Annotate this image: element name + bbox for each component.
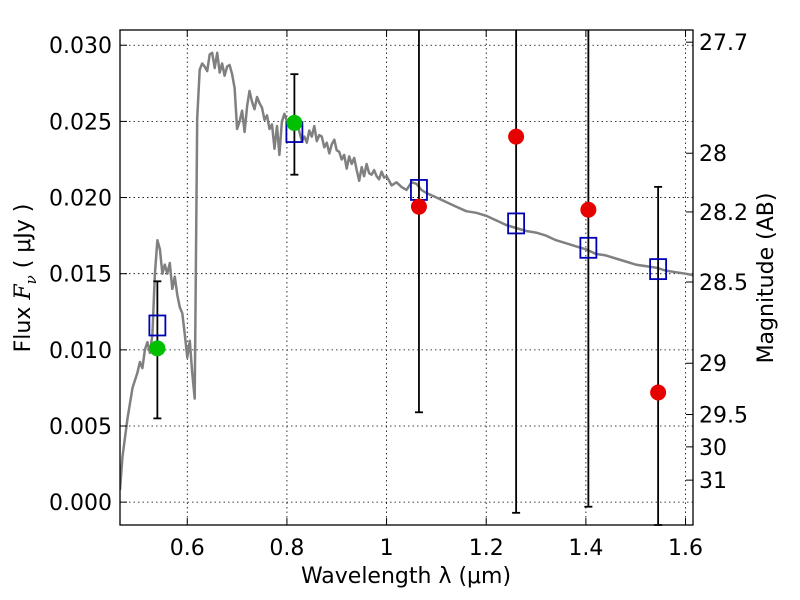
observed-marker [286,114,303,131]
y-tick-label: 0.025 [49,110,112,135]
x-tick-label: 1.2 [469,536,504,561]
y2-tick-label: 29.5 [699,404,748,429]
model-sed-line [120,51,693,491]
observed-marker [149,340,166,357]
x-axis-label: Wavelength λ (μm) [301,564,511,589]
non-detection-marker [508,128,525,145]
y-tick-label: 0.010 [49,339,112,364]
y2-tick-label: 27.7 [699,31,748,56]
y-axis-label-prefix: Flux [11,300,36,353]
y-tick-label: 0.020 [49,187,112,212]
y-tick-label: 0.030 [49,34,112,59]
y-tick-label: 0.000 [49,491,112,516]
synthetic-marker [507,212,526,235]
y-tick-label: 0.015 [49,263,112,288]
non-detection-marker [650,384,667,401]
x-tick-label: 1.4 [568,536,603,561]
x-tick-label: 1.6 [668,536,703,561]
y-axis-label-symbol: F [11,284,36,301]
y-axis-label-suffix: ( μJy ) [11,204,36,276]
synthetic-marker [148,314,167,337]
non-detection-marker [410,198,427,215]
y2-tick-label: 28 [699,142,727,167]
plot-frame [119,29,694,526]
x-tick-label: 0.8 [269,536,304,561]
y-axis-label-subscript: ν [22,275,40,284]
x-tick-label: 1 [380,536,394,561]
y-tick-label: 0.005 [49,415,112,440]
y2-tick-label: 30 [699,436,727,461]
synthetic-marker [579,236,598,259]
y2-tick-label: 31 [699,469,727,494]
model-layer [120,51,693,491]
x-tick-label: 0.6 [170,536,205,561]
y2-tick-label: 29 [699,352,727,377]
y-axis-label: Flux Fν ( μJy ) [11,204,40,353]
tick-layer: 0.6 0.8 1 1.2 1.4 1.6 0.000 0.005 0.010 0.015 0.02… [49,30,748,561]
synthetic-marker [649,258,668,281]
y2-tick-label: 28.2 [699,201,748,226]
y2-axis-label: Magnitude (AB) [754,193,779,364]
marker-layer [148,114,668,401]
y2-tick-label: 28.5 [699,271,748,296]
non-detection-marker [580,201,597,218]
grid-layer [120,30,693,525]
